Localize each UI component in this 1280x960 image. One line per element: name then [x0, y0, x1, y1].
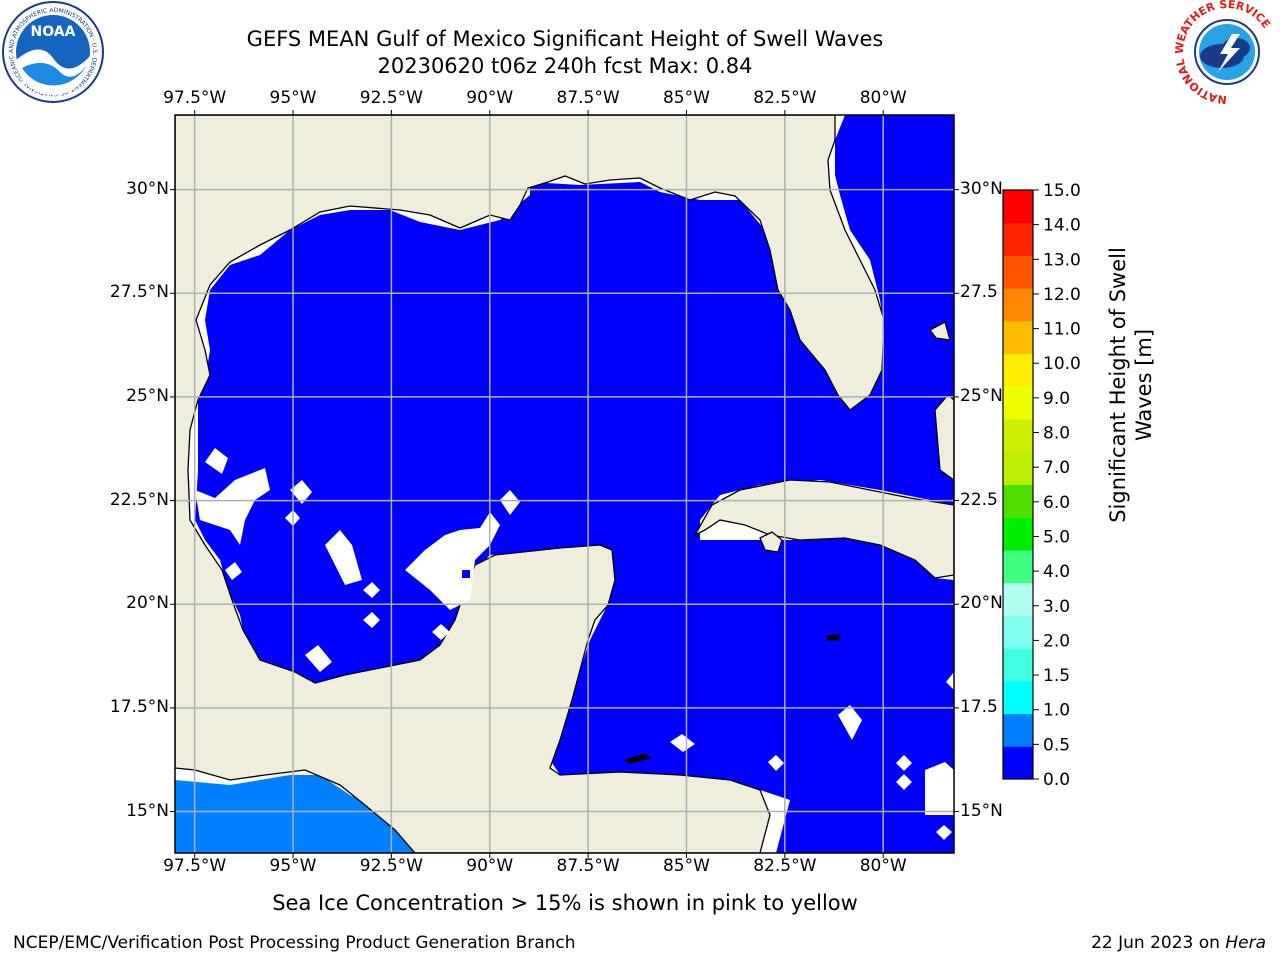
colorbar-tick-label: 6.0 [1043, 493, 1070, 513]
colorbar-label: Significant Height of Swell Waves [m] [1105, 247, 1157, 523]
sea-ice-note: Sea Ice Concentration > 15% is shown in … [272, 891, 858, 915]
lat-label-left: 22.5°N [109, 489, 169, 510]
colorbar-tick-label: 11.0 [1043, 320, 1081, 340]
colorbar-label-line-2: Waves [m] [1131, 328, 1156, 442]
colorbar-segment [1003, 680, 1033, 715]
colorbar-segment [1003, 222, 1033, 256]
colorbar-segment [1003, 549, 1033, 584]
colorbar-segment [1003, 582, 1033, 616]
machine-name: Hera [1225, 933, 1266, 953]
lat-label-right: 25°N [960, 385, 1003, 406]
land-masses [175, 115, 954, 853]
lat-label-left: 30°N [126, 178, 169, 199]
lat-label-left: 17.5°N [109, 696, 169, 717]
map-frame [174, 114, 955, 854]
colorbar-segment [1003, 615, 1033, 649]
noaa-logo: NATIONAL OCEANIC AND ATMOSPHERIC ADMINIS… [0, 0, 104, 103]
colorbar-tick-label: 7.0 [1043, 458, 1070, 478]
colorbar-segment [1003, 484, 1033, 518]
colorbar-tick-label: 9.0 [1043, 389, 1070, 409]
swell-field-pacific [175, 775, 420, 853]
colorbar-segment [1003, 255, 1033, 289]
nws-logo: NATIONAL WEATHER SERVICE [1174, 0, 1277, 104]
lat-label-right: 15°N [960, 800, 1003, 821]
colorbar-segment [1003, 386, 1033, 420]
colorbar-segment [1003, 746, 1033, 780]
colorbar-segment [1003, 320, 1033, 355]
colorbar-tick-label: 4.0 [1043, 562, 1070, 582]
axis-ticks [170, 110, 959, 858]
lon-label: 80°W [859, 856, 907, 876]
map-title: GEFS MEAN Gulf of Mexico Significant Hei… [246, 27, 884, 51]
colorbar-tick-label: 13.0 [1043, 250, 1081, 270]
lon-label: 97.5°W [163, 88, 227, 108]
colorbar-segment [1003, 648, 1033, 682]
lon-label: 80°W [859, 88, 907, 108]
lon-label: 92.5°W [359, 88, 423, 108]
colorbar-segment [1003, 288, 1033, 322]
lat-label-left: 15°N [126, 800, 169, 821]
colorbar-segment [1003, 419, 1033, 453]
lat-label-left: 25°N [126, 385, 169, 406]
lon-label: 90°W [466, 856, 514, 876]
colorbar-frame [1002, 189, 1034, 780]
colorbar-tick-label: 1.5 [1043, 666, 1070, 686]
lat-label-left: 27.5°N [109, 282, 169, 303]
lon-label: 82.5°W [753, 88, 817, 108]
colorbar-segment [1003, 517, 1033, 551]
colorbar-label-line-1: Significant Height of Swell [1105, 247, 1130, 523]
map-subtitle: 20230620 t06z 240h fcst Max: 0.84 [377, 54, 753, 78]
colorbar-segment [1003, 353, 1033, 387]
lat-label-right: 27.5 [960, 282, 998, 303]
colorbar-tick-label: 0.0 [1043, 770, 1070, 790]
lon-label: 87.5°W [556, 88, 620, 108]
colorbar-tick-label: 0.5 [1043, 735, 1070, 755]
colorbar-tick-label: 1.0 [1043, 701, 1070, 721]
lon-label: 82.5°W [753, 856, 817, 876]
colorbar-tick-label: 10.0 [1043, 354, 1081, 374]
lon-label: 95°W [269, 88, 317, 108]
lon-label: 95°W [269, 856, 317, 876]
lon-label: 85°W [662, 856, 710, 876]
lat-label-left: 20°N [126, 593, 169, 614]
colorbar-tick-label: 14.0 [1043, 216, 1081, 236]
colorbar-segment [1003, 713, 1033, 747]
lon-label: 85°W [662, 88, 710, 108]
colorbar-tick-label: 2.0 [1043, 631, 1070, 651]
colorbar-tick-label: 15.0 [1043, 181, 1081, 201]
run-date-text: 22 Jun 2023 on [1091, 933, 1226, 953]
colorbar-tick-label: 5.0 [1043, 527, 1070, 547]
svg-text:NOAA: NOAA [31, 24, 76, 40]
colorbar-tick-label: 12.0 [1043, 285, 1081, 305]
missing-data-patches [195, 448, 954, 840]
producer-credit: NCEP/EMC/Verification Post Processing Pr… [13, 933, 576, 953]
colorbar: 0.0 0.5 1.0 1.5 2.0 3.0 4.0 5.0 6.0 7.0 8.0 9.0 10.0… [1002, 181, 1081, 790]
run-date: 22 Jun 2023 on Hera [1091, 933, 1266, 953]
lon-label: 87.5°W [556, 856, 620, 876]
lon-label: 97.5°W [163, 856, 227, 876]
lat-label-right: 30°N [960, 178, 1003, 199]
lon-label: 90°W [466, 88, 514, 108]
colorbar-segment [1003, 190, 1033, 224]
colorbar-tick-label: 3.0 [1043, 597, 1070, 617]
lat-label-right: 20°N [960, 593, 1003, 614]
lat-label-right: 17.5 [960, 696, 998, 717]
colorbar-segment [1003, 451, 1033, 485]
lat-label-right: 22.5 [960, 489, 998, 510]
lon-label: 92.5°W [359, 856, 423, 876]
colorbar-tick-label: 8.0 [1043, 424, 1070, 444]
map-grid [175, 115, 954, 853]
